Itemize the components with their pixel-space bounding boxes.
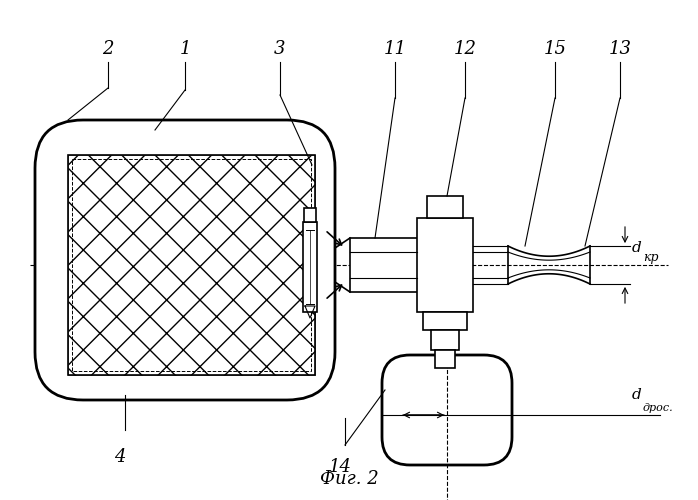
Bar bbox=[427, 196, 463, 218]
FancyBboxPatch shape bbox=[382, 355, 512, 465]
Text: 1: 1 bbox=[179, 40, 191, 58]
Text: d: d bbox=[632, 388, 641, 402]
Bar bbox=[417, 218, 473, 312]
Bar bbox=[350, 238, 418, 292]
Bar bbox=[68, 155, 315, 375]
Text: дрос.: дрос. bbox=[643, 403, 674, 413]
Text: 15: 15 bbox=[544, 40, 567, 58]
Text: кр: кр bbox=[643, 252, 658, 264]
Text: 11: 11 bbox=[383, 40, 406, 58]
Bar bbox=[68, 155, 315, 375]
Text: d: d bbox=[632, 241, 641, 255]
Bar bbox=[304, 208, 316, 222]
Bar bbox=[72, 159, 311, 371]
Text: 12: 12 bbox=[454, 40, 477, 58]
Bar bbox=[431, 330, 459, 350]
Text: 14: 14 bbox=[329, 458, 352, 476]
Text: 3: 3 bbox=[274, 40, 285, 58]
Bar bbox=[303, 222, 317, 312]
Text: 4: 4 bbox=[114, 448, 126, 466]
Text: 13: 13 bbox=[609, 40, 632, 58]
Bar bbox=[423, 312, 467, 330]
Text: Фиг. 2: Фиг. 2 bbox=[320, 470, 378, 488]
Bar bbox=[435, 350, 455, 368]
Text: 2: 2 bbox=[102, 40, 114, 58]
FancyBboxPatch shape bbox=[35, 120, 335, 400]
